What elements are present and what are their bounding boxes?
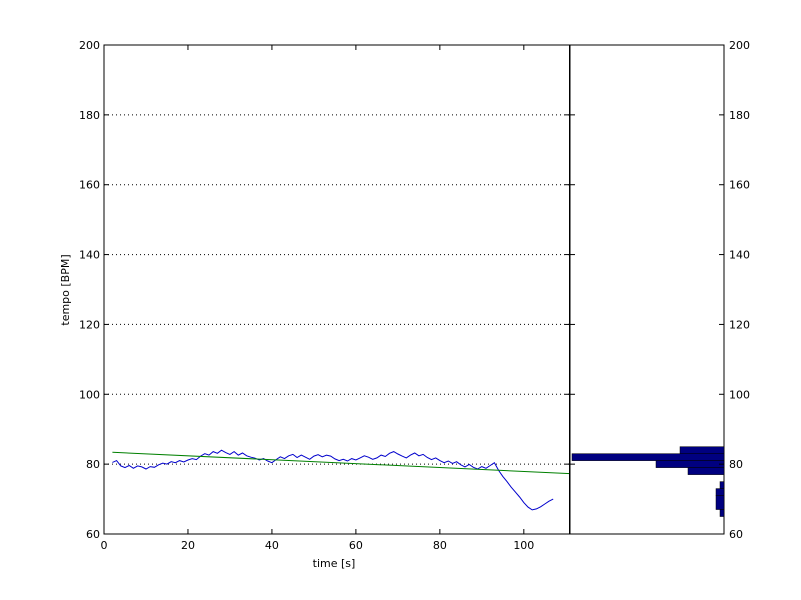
right-y-tick-label: 160 [729, 179, 750, 192]
x-tick-label: 100 [513, 539, 534, 552]
right-y-tick-label: 60 [729, 528, 743, 541]
right-y-tick-label: 80 [729, 458, 743, 471]
histogram-bar [687, 467, 725, 475]
trend-line [112, 451, 571, 475]
histogram-bar [655, 460, 725, 468]
left-y-ticks: 60 80 100 120 140 160 180 200 [79, 39, 570, 541]
left-x-ticks: 0 20 40 60 80 100 [101, 45, 534, 552]
tempo-time-plot: 60 80 100 120 140 160 180 200 0 20 40 60 80 100 time… [59, 39, 571, 570]
y-tick-label: 140 [79, 249, 100, 262]
histogram-bar [715, 488, 725, 496]
histogram-bar [719, 509, 725, 517]
tempo-histogram: 60 80 100 120 140 160 180 200 [569, 39, 750, 541]
right-y-tick-label: 200 [729, 39, 750, 52]
histogram-bar [715, 495, 725, 510]
y-axis-label: tempo [BPM] [59, 254, 72, 325]
y-tick-label: 200 [79, 39, 100, 52]
x-tick-label: 20 [181, 539, 195, 552]
tempo-curve [112, 449, 554, 511]
histogram-bar [719, 481, 725, 489]
right-y-tick-label: 140 [729, 249, 750, 262]
right-y-ticks: 60 80 100 120 140 160 180 200 [570, 39, 750, 541]
y-tick-label: 120 [79, 318, 100, 331]
right-y-tick-label: 120 [729, 318, 750, 331]
left-series-group [112, 449, 571, 511]
left-plot-frame [103, 44, 571, 535]
histogram-bars [571, 446, 725, 517]
y-tick-label: 100 [79, 388, 100, 401]
y-tick-label: 180 [79, 109, 100, 122]
y-tick-label: 80 [86, 458, 100, 471]
y-tick-label: 60 [86, 528, 100, 541]
histogram-bar [571, 453, 725, 461]
x-tick-label: 40 [265, 539, 279, 552]
x-tick-label: 60 [349, 539, 363, 552]
x-axis-label: time [s] [313, 557, 356, 570]
x-tick-label: 80 [433, 539, 447, 552]
right-y-tick-label: 100 [729, 388, 750, 401]
right-y-tick-label: 180 [729, 109, 750, 122]
histogram-bar [679, 446, 725, 454]
x-tick-label: 0 [101, 539, 108, 552]
y-tick-label: 160 [79, 179, 100, 192]
